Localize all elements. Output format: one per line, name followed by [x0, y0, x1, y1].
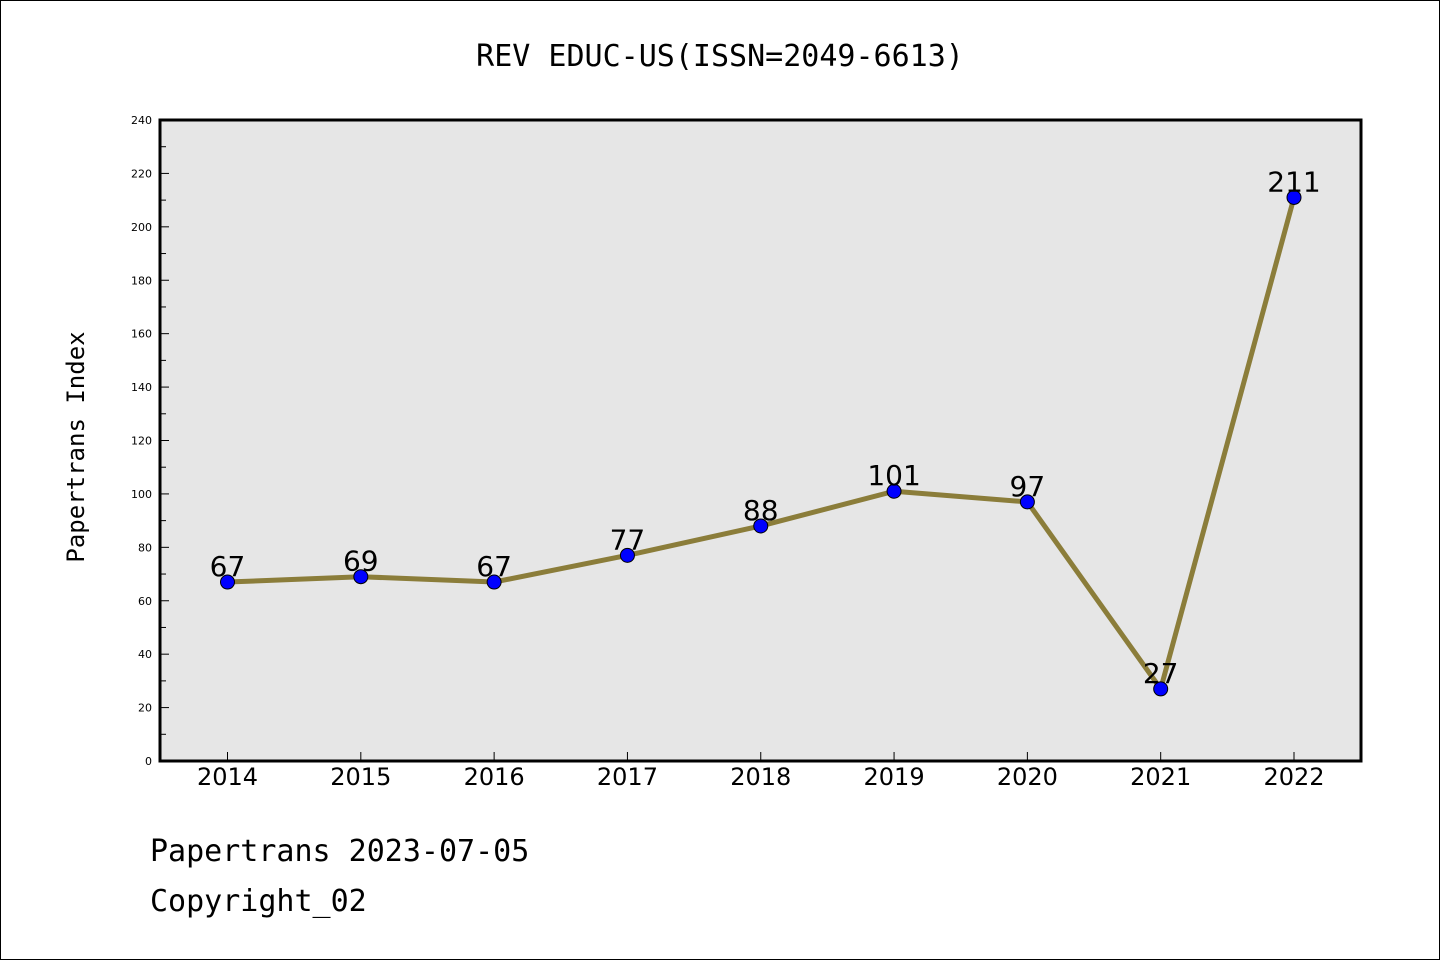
y-tick-label: 240 [131, 114, 152, 127]
y-tick-label: 0 [145, 755, 152, 768]
x-tick-label: 2022 [1263, 763, 1324, 791]
x-tick-label: 2019 [864, 763, 925, 791]
data-label: 77 [610, 523, 646, 556]
data-label: 88 [743, 494, 779, 527]
data-label: 67 [210, 550, 246, 583]
y-tick-label: 120 [131, 435, 152, 448]
data-label: 27 [1143, 657, 1179, 690]
data-label: 69 [343, 545, 379, 578]
data-point-marker [886, 483, 902, 499]
data-label: 101 [867, 459, 920, 492]
data-markers [220, 189, 1302, 697]
footer-date-line: Papertrans 2023-07-05 [150, 834, 530, 869]
data-point-marker [1286, 189, 1302, 205]
data-point-marker [1019, 494, 1035, 510]
data-label: 67 [476, 550, 512, 583]
chart-title: REV EDUC-US(ISSN=2049-6613) [476, 39, 964, 74]
footer-copyright-line: Copyright_02 [150, 884, 367, 919]
data-point-marker [220, 574, 235, 590]
data-point-marker [353, 569, 369, 585]
x-tick-label: 2018 [730, 763, 791, 791]
y-tick-label: 80 [138, 541, 152, 554]
x-tick-label: 2021 [1130, 763, 1191, 791]
data-point-marker [753, 518, 769, 534]
x-tick-label: 2020 [997, 763, 1058, 791]
x-tick-label: 2015 [330, 763, 391, 791]
y-tick-label: 140 [131, 381, 152, 394]
x-tick-label: 2017 [597, 763, 658, 791]
data-point-marker [1153, 681, 1169, 697]
y-tick-label: 220 [131, 167, 152, 180]
y-tick-label: 20 [138, 702, 152, 715]
y-tick-label: 40 [138, 648, 152, 661]
data-labels: 67 69 67 77 88 101 97 27 211 [210, 165, 1321, 689]
y-tick-label: 200 [131, 221, 152, 234]
y-tick-label: 100 [131, 488, 152, 501]
x-tick-label: 2014 [197, 763, 258, 791]
y-axis-label: Papertrans Index [62, 331, 90, 562]
data-point-marker [486, 574, 502, 590]
plot-area [158, 118, 1363, 763]
y-tick-label: 160 [131, 328, 152, 341]
y-tick-label: 180 [131, 274, 152, 287]
data-label: 97 [1010, 470, 1046, 503]
y-tick-label: 60 [138, 595, 152, 608]
x-tick-label: 2016 [464, 763, 525, 791]
y-axis-ticks: 0 20 40 60 80 100 120 140 160 180 200 220 240 [131, 114, 169, 768]
data-point-marker [619, 547, 635, 563]
x-axis-ticks: 2014 2015 2016 2017 2018 2019 2020 2021 2022 [197, 752, 1325, 791]
data-label: 211 [1267, 165, 1320, 198]
